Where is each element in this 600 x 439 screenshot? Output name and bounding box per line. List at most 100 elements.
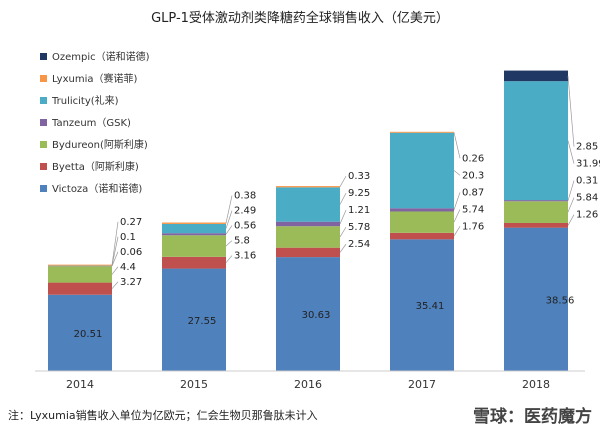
data-label: 5.84 <box>576 193 598 204</box>
leader-line <box>225 255 233 263</box>
leader-line <box>111 221 119 266</box>
bar-segment <box>48 266 112 283</box>
bar-segment <box>276 186 340 188</box>
data-label: 0.38 <box>234 191 256 202</box>
leader-line <box>567 197 575 213</box>
leader-line <box>339 209 347 225</box>
leader-line <box>339 175 347 187</box>
footer-note: 注：Lyxumia销售收入单位为亿欧元；仁会生物贝那鲁肽未计入 <box>8 409 318 422</box>
bar-segment <box>162 235 226 257</box>
leader-line <box>225 225 233 235</box>
leader-line <box>567 214 575 226</box>
data-label: 3.27 <box>120 277 142 288</box>
bar-segment <box>48 294 112 371</box>
bar-segment <box>504 227 568 371</box>
legend-label: Lyxumia（赛诺菲) <box>52 72 137 85</box>
bar-segment <box>162 222 226 224</box>
bar-segment <box>162 256 226 269</box>
legend-swatch <box>40 185 47 192</box>
legend: Ozempic（诺和诺德) Lyxumia（赛诺菲) Trulicity(礼来) Ta… <box>40 50 150 195</box>
data-label: 20.51 <box>74 329 103 340</box>
leader-line <box>225 240 233 247</box>
x-tick-label: 2016 <box>294 378 322 391</box>
leader-line <box>453 209 461 223</box>
bar-segment <box>276 257 340 371</box>
bar-segment <box>504 81 568 201</box>
data-label: 2.54 <box>348 239 370 250</box>
brand-watermark: 雪球：医药魔方 <box>473 407 592 427</box>
bar-segment <box>390 131 454 133</box>
legend-label: Victoza（诺和诺德) <box>52 182 142 195</box>
legend-swatch <box>40 75 47 82</box>
leader-line <box>111 236 119 266</box>
x-tick-label: 2014 <box>66 378 94 391</box>
leader-line <box>567 180 575 201</box>
bar-segment <box>390 232 454 240</box>
data-label: 0.06 <box>120 247 142 258</box>
legend-swatch <box>40 53 47 60</box>
legend-label: Ozempic（诺和诺德) <box>52 50 150 63</box>
data-label: 0.26 <box>462 153 484 164</box>
legend-label: Trulicity(礼来) <box>51 94 119 107</box>
bar-segment <box>48 282 112 295</box>
bar-segment <box>504 201 568 223</box>
data-label: 35.41 <box>416 301 445 312</box>
data-label: 9.25 <box>348 188 370 199</box>
data-label: 0.31 <box>576 176 598 187</box>
legend-swatch <box>40 141 47 148</box>
data-labels: 20.51 3.27 4.4 0.06 0.1 0.27 27.55 3.16 5.8 0.56 2… <box>74 75 600 340</box>
legend-swatch <box>40 97 47 104</box>
data-label: 20.3 <box>462 170 484 181</box>
bar-segment <box>162 233 226 236</box>
data-label: 1.76 <box>462 221 484 232</box>
legend-swatch <box>40 119 47 126</box>
data-label: 5.74 <box>462 204 484 215</box>
bar-segment <box>390 239 454 371</box>
bar-segment <box>162 223 226 234</box>
data-label: 1.21 <box>348 205 370 216</box>
bar-segment <box>276 226 340 248</box>
bar-segment <box>390 208 454 212</box>
x-tick-label: 2015 <box>180 378 208 391</box>
leader-line <box>111 266 119 275</box>
legend-label: Byetta（阿斯利康) <box>52 160 139 173</box>
leader-line <box>339 226 347 238</box>
bar-segment <box>162 268 226 371</box>
data-label: 27.55 <box>188 316 217 327</box>
data-label: 38.56 <box>546 295 575 306</box>
bars <box>48 70 568 371</box>
leader-line <box>453 170 461 176</box>
data-label: 0.27 <box>120 217 142 228</box>
x-tick-label: 2018 <box>522 378 550 391</box>
leader-line <box>453 132 461 159</box>
bar-segment <box>276 187 340 222</box>
bar-segment <box>390 211 454 233</box>
x-tick-label: 2017 <box>408 378 436 391</box>
leader-line <box>339 243 347 253</box>
data-label: 5.8 <box>234 236 250 247</box>
legend-swatch <box>40 163 47 170</box>
leader-line <box>339 192 347 205</box>
bar-segment <box>390 132 454 209</box>
bar-segment <box>276 221 340 227</box>
leader-line <box>453 192 461 210</box>
x-axis: 2014 2015 2016 2017 2018 <box>66 378 550 391</box>
legend-label: Tanzeum（GSK) <box>51 117 131 129</box>
data-label: 2.85 <box>576 142 598 153</box>
data-label: 0.56 <box>234 221 256 232</box>
data-label: 5.78 <box>348 222 370 233</box>
leader-line <box>567 140 575 164</box>
leader-line <box>567 75 575 147</box>
leader-line <box>225 210 233 229</box>
data-label: 30.63 <box>302 310 331 321</box>
bar-segment <box>48 264 112 266</box>
bar-segment <box>504 222 568 228</box>
leader-line <box>225 195 233 224</box>
legend-label: Bydureon(阿斯利康) <box>52 138 148 151</box>
leader-line <box>453 226 461 237</box>
data-label: 3.16 <box>234 251 256 262</box>
data-label: 0.87 <box>462 187 484 198</box>
data-label: 31.99 <box>576 159 600 170</box>
data-label: 4.4 <box>120 262 136 273</box>
bar-segment <box>504 200 568 202</box>
